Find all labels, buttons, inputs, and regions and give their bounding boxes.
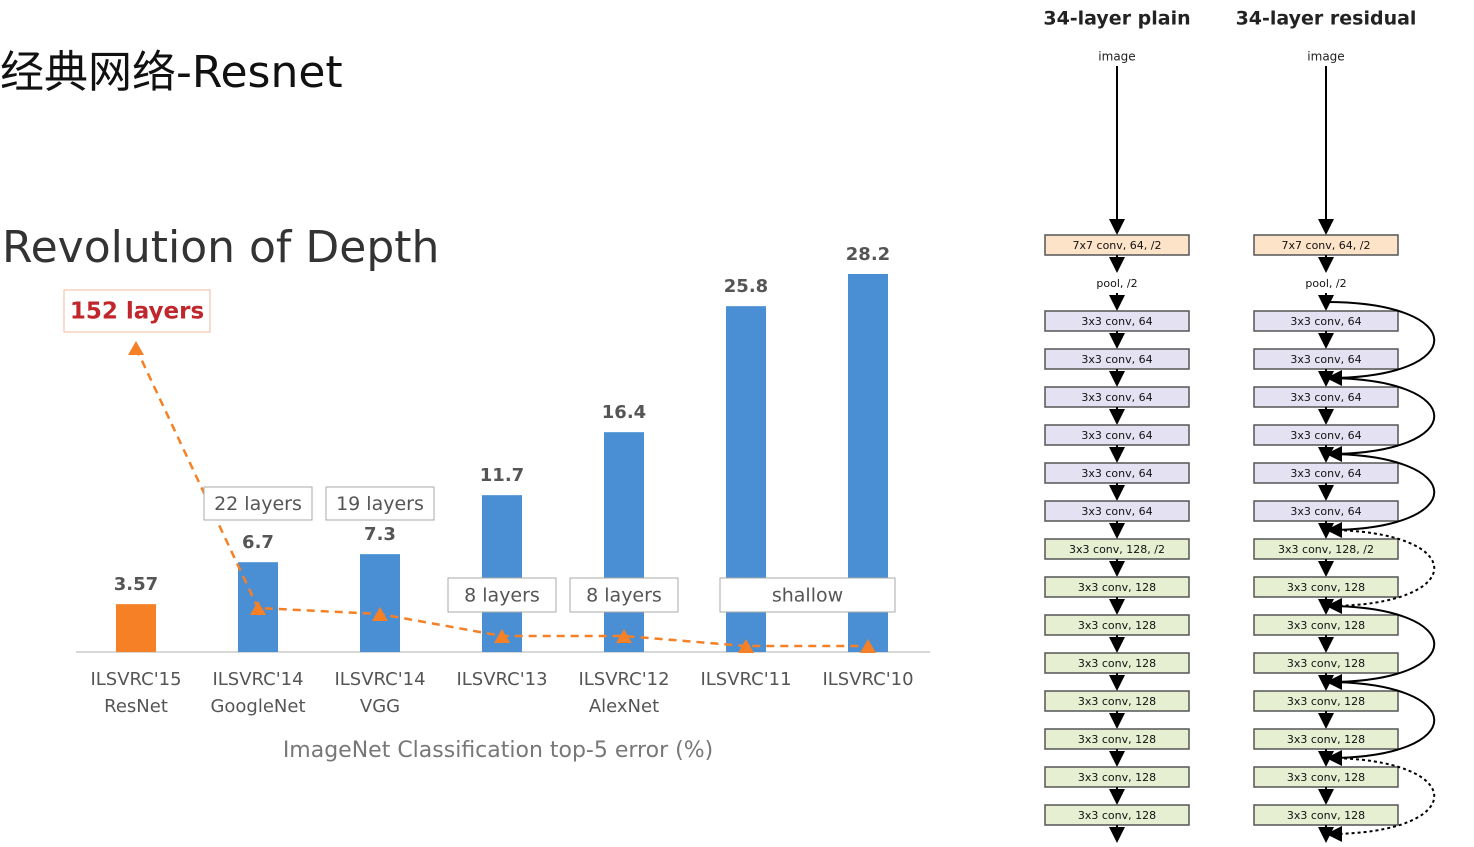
bar	[116, 604, 156, 652]
trend-marker	[250, 601, 266, 615]
x-tick-label: ILSVRC'10	[822, 669, 913, 690]
depth-label-box	[447, 577, 557, 613]
layer-label: 3x3 conv, 128	[1078, 619, 1156, 632]
layer-label: 3x3 conv, 64	[1081, 467, 1152, 480]
shortcut	[1325, 377, 1436, 462]
x-tick-sublabel: AlexNet	[589, 696, 659, 717]
trend-marker	[494, 629, 510, 643]
shortcut	[1325, 301, 1436, 386]
layer-label: 7x7 conv, 64, /2	[1073, 239, 1162, 252]
layer-label: 3x3 conv, 128	[1287, 619, 1365, 632]
data-label: 3.57	[114, 574, 158, 595]
x-tick-label: ILSVRC'14	[334, 669, 425, 690]
layer-label: 3x3 conv, 64	[1081, 391, 1152, 404]
layer-label: 3x3 conv, 128	[1287, 657, 1365, 670]
layer-label: 3x3 conv, 64	[1290, 315, 1361, 328]
depth-label: 22 layers	[214, 493, 302, 515]
data-label: 7.3	[364, 524, 396, 545]
input-label: image	[1307, 50, 1344, 64]
layer-label: 3x3 conv, 64	[1081, 429, 1152, 442]
x-tick-label: ILSVRC'13	[456, 669, 547, 690]
layer-label: 3x3 conv, 128	[1287, 733, 1365, 746]
layer-label: 3x3 conv, 64	[1290, 391, 1361, 404]
layer-label: 3x3 conv, 128	[1078, 809, 1156, 822]
layer-label: 3x3 conv, 64	[1081, 505, 1152, 518]
depth-label: 152 layers	[70, 299, 204, 325]
layer-label: 3x3 conv, 64	[1081, 315, 1152, 328]
trend-marker	[616, 629, 632, 643]
layer-label: 3x3 conv, 128, /2	[1069, 543, 1165, 556]
layer-label: 3x3 conv, 64	[1290, 353, 1361, 366]
bar	[360, 554, 400, 652]
trend-marker	[860, 639, 876, 653]
column-title: 34-layer plain	[1043, 8, 1190, 30]
shortcut	[1325, 529, 1436, 614]
input-label: image	[1098, 50, 1135, 64]
layer-label: 3x3 conv, 128, /2	[1278, 543, 1374, 556]
depth-label-box	[325, 486, 435, 521]
layer-label: pool, /2	[1305, 277, 1346, 290]
layer-label: 3x3 conv, 128	[1287, 809, 1365, 822]
layer-label: 3x3 conv, 128	[1078, 657, 1156, 670]
depth-label: shallow	[772, 585, 843, 607]
column-title: 34-layer residual	[1236, 8, 1417, 30]
depth-label-box	[63, 289, 211, 333]
data-label: 16.4	[602, 402, 646, 423]
x-axis-label: ImageNet Classification top-5 error (%)	[283, 738, 713, 763]
trend-marker	[738, 639, 754, 653]
trend-marker	[372, 607, 388, 621]
layer-label: 3x3 conv, 64	[1290, 467, 1361, 480]
x-tick-sublabel: VGG	[360, 696, 400, 717]
shortcut	[1325, 453, 1436, 538]
layer-label: 3x3 conv, 128	[1287, 771, 1365, 784]
layer-label: pool, /2	[1096, 277, 1137, 290]
layer-label: 3x3 conv, 64	[1290, 505, 1361, 518]
depth-label: 8 layers	[464, 585, 540, 607]
bar	[482, 495, 522, 652]
layer-label: 3x3 conv, 128	[1078, 733, 1156, 746]
depth-label: 8 layers	[586, 585, 662, 607]
layer-label: 3x3 conv, 128	[1287, 581, 1365, 594]
layer-label: 3x3 conv, 128	[1078, 581, 1156, 594]
data-label: 11.7	[480, 465, 524, 486]
depth-label-box	[719, 577, 896, 613]
layer-label: 3x3 conv, 64	[1290, 429, 1361, 442]
layer-label: 3x3 conv, 64	[1081, 353, 1152, 366]
shortcut	[1325, 757, 1436, 842]
page-title: 经典网络-Resnet	[0, 47, 343, 98]
x-tick-label: ILSVRC'14	[212, 669, 303, 690]
x-tick-sublabel: GoogleNet	[210, 696, 305, 717]
chart-title: Revolution of Depth	[2, 222, 439, 273]
data-label: 6.7	[242, 532, 274, 553]
x-tick-label: ILSVRC'11	[700, 669, 791, 690]
layer-label: 7x7 conv, 64, /2	[1282, 239, 1371, 252]
layer-label: 3x3 conv, 128	[1078, 695, 1156, 708]
data-label: 28.2	[846, 244, 890, 265]
depth-label-box	[203, 486, 313, 521]
trend-marker	[128, 341, 144, 355]
x-tick-sublabel: ResNet	[104, 696, 168, 717]
layer-label: 3x3 conv, 128	[1078, 771, 1156, 784]
data-label: 25.8	[724, 276, 768, 297]
bar	[604, 432, 644, 652]
x-tick-label: ILSVRC'12	[578, 669, 669, 690]
shortcut	[1325, 681, 1436, 766]
layer-label: 3x3 conv, 128	[1287, 695, 1365, 708]
depth-label: 19 layers	[336, 493, 424, 515]
depth-label-box	[569, 577, 679, 613]
shortcut	[1325, 605, 1436, 690]
x-tick-label: ILSVRC'15	[90, 669, 181, 690]
